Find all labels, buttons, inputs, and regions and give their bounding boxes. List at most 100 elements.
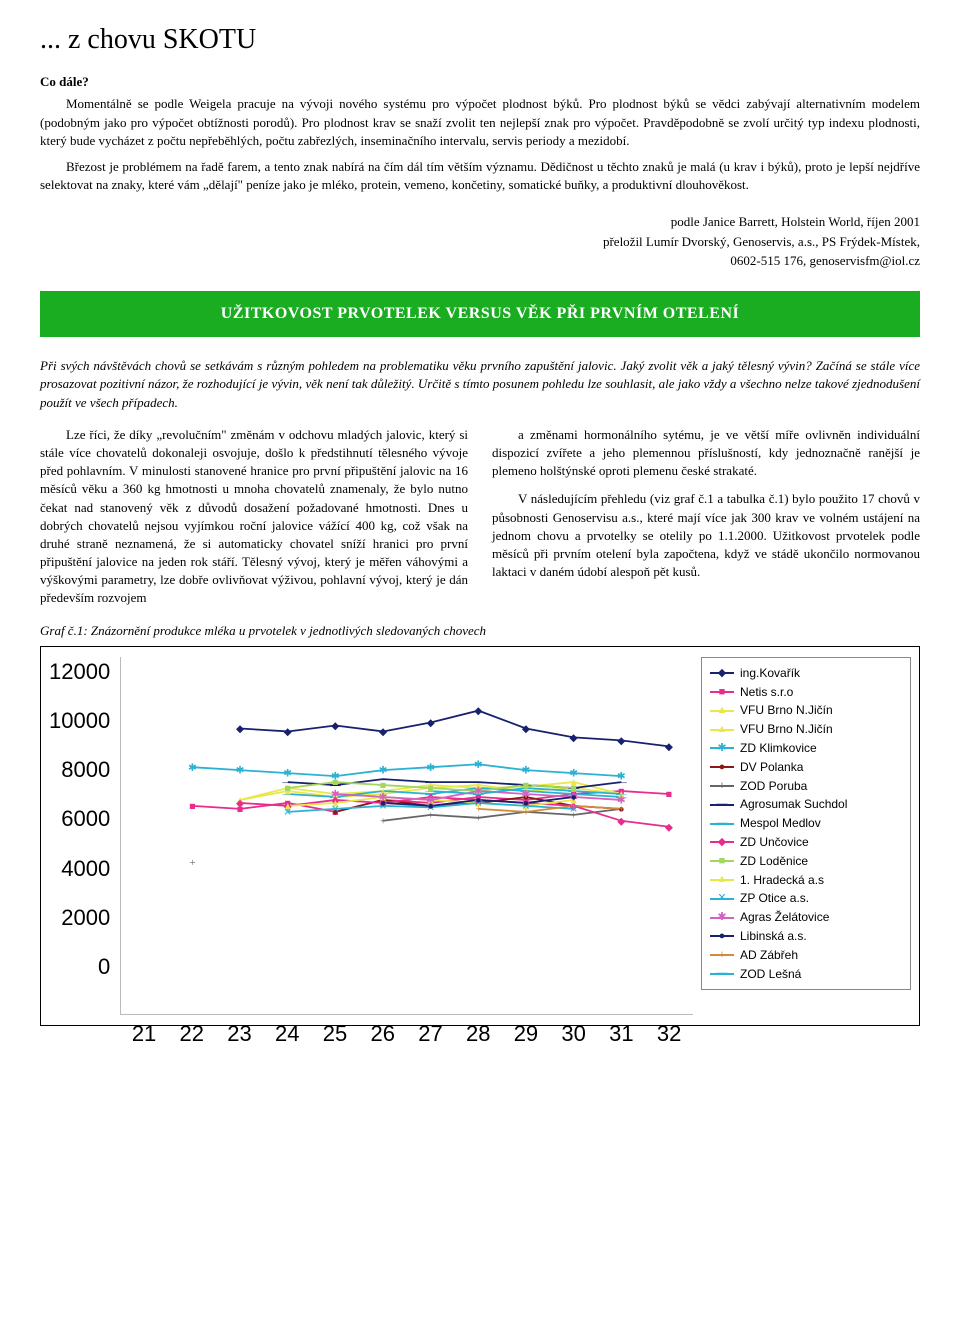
legend-label: ZP Otice a.s.	[740, 890, 809, 907]
svg-text:◆: ◆	[665, 741, 674, 753]
svg-text:■: ■	[332, 776, 338, 788]
paragraph: Březost je problémem na řadě farem, a te…	[40, 158, 920, 194]
svg-text:◆: ◆	[522, 723, 531, 735]
svg-text:+: +	[190, 857, 196, 869]
svg-text:+: +	[618, 803, 624, 815]
legend-item: —Agrosumak Suchdol	[710, 795, 902, 814]
legend-label: VFU Brno N.Jičín	[740, 702, 833, 719]
x-tick-label: 31	[598, 1019, 646, 1050]
y-tick-label: 6000	[61, 804, 110, 835]
svg-text:◆: ◆	[331, 720, 340, 732]
legend-item: + ZOD Poruba	[710, 777, 902, 796]
legend-swatch: ■	[710, 686, 734, 698]
svg-text:◆: ◆	[236, 723, 245, 735]
svg-text:+: +	[380, 815, 386, 827]
legend-swatch: ●	[710, 930, 734, 942]
section-title-bar: UŽITKOVOST PRVOTELEK VERSUS VĚK PŘI PRVN…	[40, 291, 920, 337]
svg-text:■: ■	[666, 788, 672, 800]
svg-text:✕: ✕	[283, 806, 292, 818]
legend-label: ing.Kovařík	[740, 665, 800, 682]
legend-swatch: ▲	[710, 705, 734, 717]
legend-item: ✱ZD Klimkovice	[710, 739, 902, 758]
chart-legend: ◆ ing.Kovařík ■ Netis s.r.o ▲ VFU Brno N.Jičí…	[701, 657, 911, 991]
svg-text:◆: ◆	[379, 726, 388, 738]
legend-label: DV Polanka	[740, 759, 803, 776]
svg-text:—: —	[615, 788, 627, 800]
svg-text:—: —	[472, 788, 484, 800]
legend-item: —Mespol Medlov	[710, 814, 902, 833]
legend-swatch: ●	[710, 761, 734, 773]
credits: podle Janice Barrett, Holstein World, ří…	[40, 212, 920, 271]
legend-label: Netis s.r.o	[740, 684, 793, 701]
legend-label: VFU Brno N.Jičín	[740, 721, 833, 738]
credit-line: podle Janice Barrett, Holstein World, ří…	[40, 212, 920, 232]
x-tick-label: 30	[550, 1019, 598, 1050]
chart-plot-area: 120001000080006000400020000 ◆◆◆◆◆◆◆◆◆◆■■…	[49, 657, 693, 1009]
legend-label: ZOD Poruba	[740, 778, 807, 795]
column-paragraph: a změnami hormonálního sytému, je ve vět…	[492, 426, 920, 481]
svg-text:●: ●	[428, 800, 434, 812]
svg-text:+: +	[523, 806, 529, 818]
chart-container: 120001000080006000400020000 ◆◆◆◆◆◆◆◆◆◆■■…	[40, 646, 920, 1026]
y-tick-label: 2000	[61, 903, 110, 934]
legend-swatch: ✕	[710, 893, 734, 905]
legend-swatch: ▲	[710, 874, 734, 886]
legend-item: — ZOD Lešná	[710, 965, 902, 984]
svg-text:+: +	[571, 800, 577, 812]
x-tick-label: 23	[216, 1019, 264, 1050]
credit-line: 0602-515 176, genoservisfm@iol.cz	[40, 251, 920, 271]
legend-label: Agras Želátovice	[740, 909, 829, 926]
svg-text:◆: ◆	[570, 732, 579, 744]
svg-text:—: —	[425, 785, 437, 797]
legend-item: ◆ZD Unčovice	[710, 833, 902, 852]
svg-text:+: +	[476, 803, 482, 815]
svg-text:◆: ◆	[284, 726, 293, 738]
svg-text:—: —	[520, 782, 532, 794]
legend-swatch: ✱	[710, 912, 734, 924]
x-tick-label: 26	[359, 1019, 407, 1050]
svg-text:■: ■	[285, 782, 291, 794]
svg-text:—: —	[615, 776, 627, 788]
svg-text:✕: ✕	[331, 803, 340, 815]
legend-item: ■ZD Loděnice	[710, 852, 902, 871]
svg-text:✱: ✱	[474, 759, 483, 771]
page-title: ... z chovu SKOTU	[40, 20, 920, 59]
intro-paragraph: Momentálně se podle Weigela pracuje na v…	[40, 95, 920, 150]
svg-text:✱: ✱	[331, 788, 340, 800]
svg-text:✱: ✱	[188, 762, 197, 774]
legend-label: ZD Loděnice	[740, 853, 808, 870]
legend-item: ●Libinská a.s.	[710, 927, 902, 946]
legend-swatch: +	[710, 780, 734, 792]
kicker: Co dále?	[40, 73, 920, 91]
x-tick-label: 32	[645, 1019, 693, 1050]
svg-text:✱: ✱	[426, 762, 435, 774]
svg-text:✱: ✱	[236, 765, 245, 777]
legend-item: ● DV Polanka	[710, 758, 902, 777]
svg-text:■: ■	[380, 779, 386, 791]
legend-swatch: —	[710, 968, 734, 980]
legend-item: ✱ Agras Želátovice	[710, 908, 902, 927]
legend-label: AD Zábřeh	[740, 947, 798, 964]
legend-item: ▲ VFU Brno N.Jičín	[710, 701, 902, 720]
y-tick-label: 8000	[61, 755, 110, 786]
y-axis: 120001000080006000400020000	[49, 657, 120, 1009]
column-paragraph: Lze říci, že díky „revolučním" změnám v …	[40, 426, 468, 608]
x-tick-label: 27	[407, 1019, 455, 1050]
legend-swatch: ◆	[710, 836, 734, 848]
legend-swatch: ✱	[710, 742, 734, 754]
credit-line: přeložil Lumír Dvorský, Genoservis, a.s.…	[40, 232, 920, 252]
svg-text:◆: ◆	[617, 815, 626, 827]
svg-text:●: ●	[380, 797, 386, 809]
svg-text:◆: ◆	[665, 821, 674, 833]
svg-text:◆: ◆	[617, 735, 626, 747]
chart-caption: Graf č.1: Znázornění produkce mléka u pr…	[40, 622, 920, 640]
legend-label: ZOD Lešná	[740, 966, 801, 983]
legend-swatch: —	[710, 818, 734, 830]
legend-label: 1. Hradecká a.s	[740, 872, 824, 889]
y-tick-label: 12000	[49, 657, 110, 688]
legend-item: ■ Netis s.r.o	[710, 683, 902, 702]
x-tick-label: 25	[311, 1019, 359, 1050]
plot: ◆◆◆◆◆◆◆◆◆◆■■■■■■■■■■■▲▲▲▲▲▲▲▲▲▲▲▲▲▲▲▲▲▲✱…	[120, 657, 693, 1015]
legend-item: ✕ ZP Otice a.s.	[710, 889, 902, 908]
legend-item: ▲ 1. Hradecká a.s	[710, 871, 902, 890]
